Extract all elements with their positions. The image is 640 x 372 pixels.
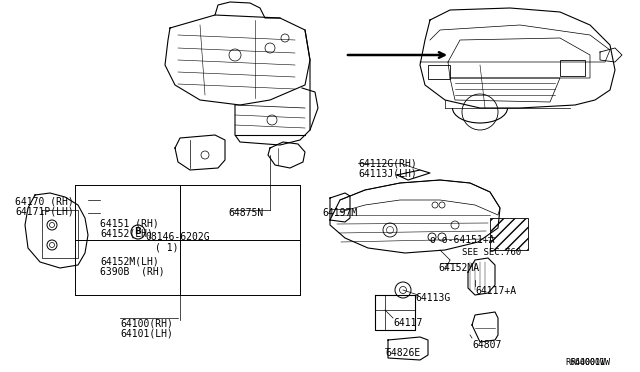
Text: 08146-6202G: 08146-6202G [145,232,210,242]
Text: 64826E: 64826E [385,348,420,358]
Text: 64171P(LH): 64171P(LH) [15,207,74,217]
Text: 64152MA: 64152MA [438,263,479,273]
Text: R640001W: R640001W [570,358,610,367]
Text: 64112G(RH): 64112G(RH) [358,158,417,168]
Text: o o-64151+A: o o-64151+A [430,235,495,245]
Text: SEE SEC.760: SEE SEC.760 [462,248,521,257]
Bar [490,218,528,250]
Bar [428,65,450,79]
Text: 64197M: 64197M [322,208,357,218]
Text: 64875N: 64875N [228,208,263,218]
Text: 64113J(LH): 64113J(LH) [358,169,417,179]
Text: 64100(RH): 64100(RH) [120,318,173,328]
Text: 64807: 64807 [472,340,501,350]
Text: 64101(LH): 64101(LH) [120,329,173,339]
Text: ( 1): ( 1) [155,243,179,253]
Text: R640001W: R640001W [565,358,605,367]
Text: B: B [134,228,141,237]
Text: 6390B  (RH): 6390B (RH) [100,267,164,277]
Text: 64152(LH): 64152(LH) [100,229,153,239]
Text: 64170 (RH): 64170 (RH) [15,196,74,206]
Text: 64151 (RH): 64151 (RH) [100,218,159,228]
Text: 64117+A: 64117+A [475,286,516,296]
Text: 64117: 64117 [393,318,422,328]
Text: 64113G: 64113G [415,293,451,303]
Text: 64152M(LH): 64152M(LH) [100,256,159,266]
Bar [560,60,585,76]
